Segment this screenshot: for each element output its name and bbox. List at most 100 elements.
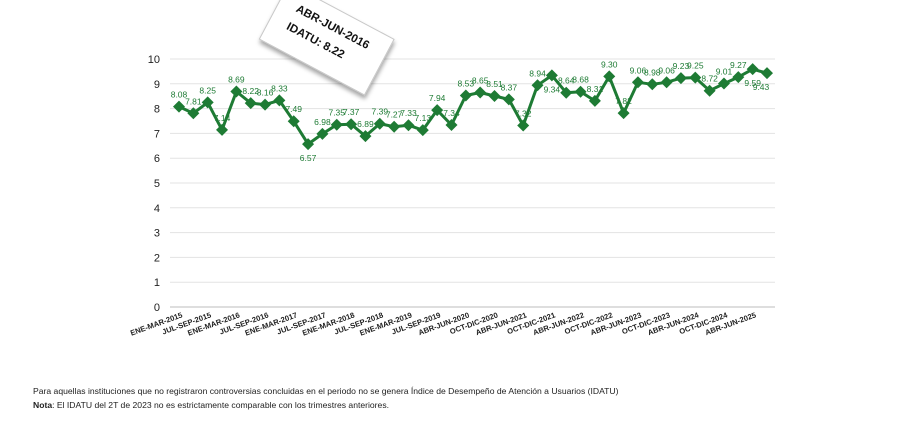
data-label: 9.27 [730,60,747,70]
y-tick-label: 3 [154,228,160,240]
data-label: 7.49 [285,104,302,114]
data-label: 8.72 [701,74,718,84]
data-point [445,118,458,131]
data-label: 7.13 [415,113,432,123]
data-point [187,107,200,120]
footnotes: Para aquellas instituciones que no regis… [33,384,619,412]
data-label: 6.98 [314,117,331,127]
data-label: 9.23 [673,61,690,71]
data-point [373,117,386,130]
data-point [302,138,315,151]
y-tick-label: 6 [154,153,160,165]
data-point [674,72,687,85]
data-point [746,63,759,76]
data-label: 7.82 [615,96,632,106]
data-label: 7.27 [386,110,403,120]
data-point [459,89,472,102]
data-label: 7.39 [372,107,389,117]
data-point [574,85,587,98]
data-label: 8.25 [199,85,216,95]
data-label: 8.31 [587,84,604,94]
data-point [689,71,702,84]
data-label: 8.16 [257,88,274,98]
data-point [617,107,630,120]
data-point [488,89,501,102]
data-point [588,94,601,107]
data-point [603,70,616,83]
data-label: 8.69 [228,74,245,84]
data-label: 7.81 [185,96,202,106]
data-label: 9.06 [630,65,647,75]
data-label: 6.89 [357,119,374,129]
data-label: 8.08 [171,90,188,100]
data-point [761,67,773,80]
data-point [316,127,329,140]
y-tick-label: 1 [154,277,160,289]
data-point [545,69,558,82]
data-label: 9.59 [744,78,761,88]
data-label: 7.33 [400,108,417,118]
data-point [402,119,415,132]
data-point [359,130,372,143]
data-label: 8.98 [644,67,661,77]
data-label: 7.34 [443,108,460,118]
data-point [216,123,229,136]
footnote-line2: Nota: El IDATU del 2T de 2023 no es estr… [33,398,619,412]
data-label: 8.22 [242,86,259,96]
data-label: 7.35 [328,108,345,118]
data-label: 9.25 [687,61,704,71]
data-point [416,124,429,137]
data-point [560,86,573,99]
idatu-line-chart: 012345678910ENE-MAR-2015JUL-SEP-2015ENE-… [129,54,775,338]
data-point [531,79,544,92]
data-label: 8.65 [472,75,489,85]
data-point [502,93,515,106]
data-label: 7.37 [343,107,360,117]
data-label: 8.94 [529,68,546,78]
data-point [717,77,730,90]
data-label: 8.53 [458,78,475,88]
y-tick-label: 5 [154,178,160,190]
data-point [646,78,659,91]
data-point [660,76,673,89]
data-label: 8.37 [501,82,518,92]
data-label: 7.94 [429,93,446,103]
y-tick-label: 9 [154,79,160,91]
data-point [173,100,185,113]
data-point [273,94,286,107]
data-point [431,104,444,117]
nota-text: : El IDATU del 2T de 2023 no es estricta… [52,400,390,410]
data-label: 8.64 [558,76,575,86]
y-tick-label: 4 [154,203,160,215]
data-point [287,115,300,128]
footnote-line1: Para aquellas instituciones que no regis… [33,386,619,396]
data-label: 6.57 [300,153,317,163]
data-label: 7.32 [515,108,532,118]
data-point [474,86,487,99]
y-tick-label: 7 [154,128,160,140]
data-point [703,84,716,97]
data-label: 9.34 [544,84,561,94]
y-tick-label: 0 [154,302,160,314]
y-tick-label: 10 [148,54,160,66]
data-label: 8.68 [572,75,589,85]
data-label: 9.01 [716,67,733,77]
data-label: 9.06 [658,65,675,75]
y-tick-label: 8 [154,104,160,116]
data-point [201,96,214,109]
data-label: 7.14 [214,113,231,123]
data-label: 8.51 [486,79,503,89]
data-point [517,119,530,132]
y-tick-label: 2 [154,252,160,264]
data-point [244,97,257,110]
data-point [388,120,401,133]
data-point [230,85,243,98]
data-label: 9.30 [601,59,618,69]
data-label: 8.33 [271,83,288,93]
data-label: 9.43 [753,82,770,92]
data-point [631,76,644,89]
nota-label: Nota [33,400,53,410]
data-point [345,118,358,131]
data-point [259,98,272,111]
data-point [330,118,343,131]
